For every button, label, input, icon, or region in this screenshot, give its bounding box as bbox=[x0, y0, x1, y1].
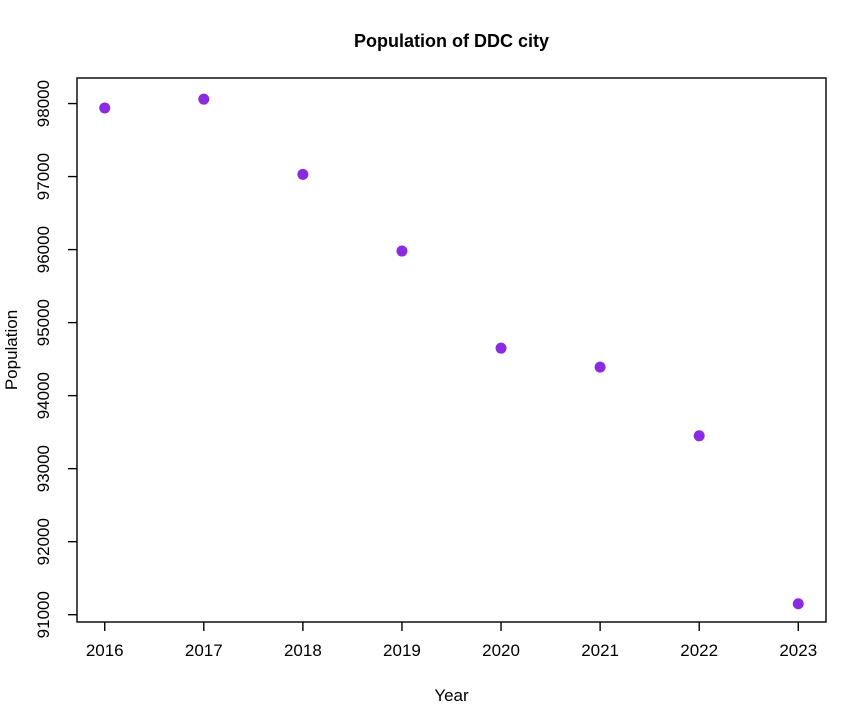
y-axis: 91000 92000 93000 94000 95000 96000 97000 98000 bbox=[34, 80, 77, 638]
data-point bbox=[693, 430, 705, 442]
x-tick-label: 2018 bbox=[284, 641, 322, 660]
x-axis: 2016 2017 2018 2019 2020 2021 2022 2023 bbox=[86, 622, 817, 660]
y-tick-label: 96000 bbox=[34, 226, 53, 273]
y-tick-label: 93000 bbox=[34, 445, 53, 492]
y-tick-label: 98000 bbox=[34, 80, 53, 127]
x-tick-label: 2023 bbox=[779, 641, 817, 660]
data-point bbox=[594, 361, 606, 373]
y-tick-label: 97000 bbox=[34, 153, 53, 200]
x-tick-label: 2020 bbox=[482, 641, 520, 660]
x-tick-label: 2022 bbox=[680, 641, 718, 660]
y-axis-label: Population bbox=[2, 310, 21, 390]
y-tick-label: 94000 bbox=[34, 372, 53, 419]
data-point bbox=[495, 342, 507, 354]
data-point bbox=[396, 245, 408, 257]
y-tick-label: 91000 bbox=[34, 591, 53, 638]
x-tick-label: 2016 bbox=[86, 641, 124, 660]
data-points bbox=[99, 93, 804, 610]
x-tick-label: 2017 bbox=[185, 641, 223, 660]
data-point bbox=[99, 102, 111, 114]
plot-area-border bbox=[76, 77, 827, 623]
data-point bbox=[297, 168, 309, 180]
data-point bbox=[792, 598, 804, 610]
x-tick-label: 2019 bbox=[383, 641, 421, 660]
y-tick-label: 95000 bbox=[34, 299, 53, 346]
data-point bbox=[198, 93, 210, 105]
y-tick-label: 92000 bbox=[34, 518, 53, 565]
x-tick-label: 2021 bbox=[581, 641, 619, 660]
chart-title: Population of DDC city bbox=[354, 31, 549, 51]
x-axis-label: Year bbox=[434, 686, 469, 705]
